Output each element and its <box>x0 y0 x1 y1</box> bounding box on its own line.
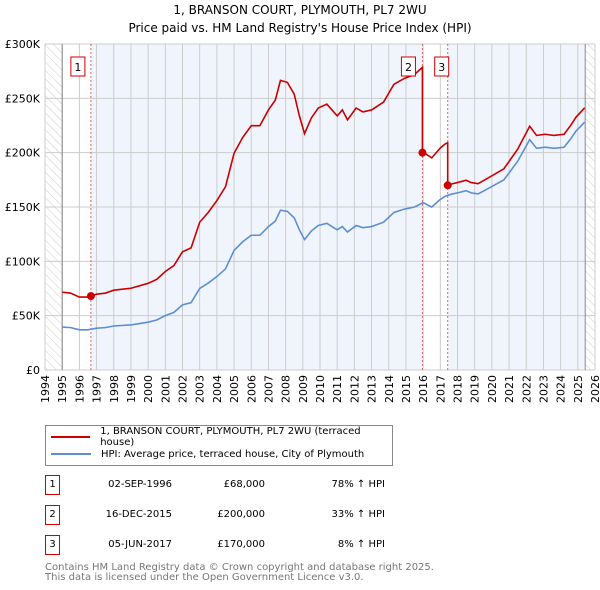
sale-number: 1 <box>45 475 60 495</box>
hpi-line <box>62 121 586 331</box>
x-tick-label: 2023 <box>537 375 550 403</box>
sale-label: 1 <box>74 61 81 74</box>
x-tick-label: 2011 <box>331 375 344 403</box>
x-tick-label: 1998 <box>108 375 121 403</box>
y-tick-label: £50K <box>12 310 41 323</box>
legend-item-property: 1, BRANSON COURT, PLYMOUTH, PL7 2WU (ter… <box>46 426 392 448</box>
x-tick-label: 1999 <box>125 375 138 403</box>
sale-label-box <box>434 56 450 77</box>
x-tick-label: 1997 <box>91 375 104 403</box>
y-tick-label: £300K <box>5 38 41 51</box>
legend-item-hpi: HPI: Average price, terraced house, City… <box>46 446 364 462</box>
x-tick-label: 1996 <box>73 375 86 403</box>
footer-copyright: Contains HM Land Registry data © Crown c… <box>45 562 434 573</box>
sale-price: £68,000 <box>223 479 265 490</box>
x-tick-label: 1995 <box>56 375 69 403</box>
x-tick-label: 2007 <box>262 375 275 403</box>
x-tick-label: 1994 <box>39 375 52 403</box>
x-tick-label: 2006 <box>245 375 258 403</box>
sale-hpi-diff: 8% ↑ HPI <box>337 539 385 550</box>
x-tick-label: 2025 <box>572 375 585 403</box>
sale-hpi-diff: 78% ↑ HPI <box>331 479 385 490</box>
legend-swatch-red <box>51 436 91 438</box>
property-price-line <box>62 65 586 298</box>
sale-point <box>86 292 95 301</box>
x-tick-label: 2022 <box>520 375 533 403</box>
y-tick-label: £250K <box>5 92 41 105</box>
price-chart: 1, BRANSON COURT, PLYMOUTH, PL7 2WU Pric… <box>5 3 600 403</box>
x-tick-label: 2014 <box>383 375 396 403</box>
sale-point <box>418 148 427 157</box>
x-tick-label: 2000 <box>142 375 155 403</box>
x-tick-label: 2012 <box>348 375 361 403</box>
sale-price: £200,000 <box>217 509 265 520</box>
x-tick-label: 2021 <box>503 375 516 403</box>
x-tick-label: 2008 <box>280 375 293 403</box>
x-tick-label: 2020 <box>486 375 499 403</box>
x-tick-label: 2024 <box>555 375 568 403</box>
sale-date: 02-SEP-1996 <box>108 479 172 490</box>
x-tick-label: 2016 <box>417 375 430 403</box>
x-tick-label: 2015 <box>400 375 413 403</box>
x-tick-label: 2002 <box>177 375 190 403</box>
sale-label-box <box>400 56 416 77</box>
x-tick-label: 2013 <box>366 375 379 403</box>
y-tick-label: £0 <box>26 364 40 377</box>
x-tick-label: 2017 <box>434 375 447 403</box>
x-tick-label: 2019 <box>469 375 482 403</box>
sale-number: 2 <box>45 505 60 525</box>
x-tick-label: 2026 <box>589 375 600 403</box>
sale-date: 05-JUN-2017 <box>108 539 172 550</box>
legend-swatch-blue <box>51 453 91 455</box>
y-tick-label: £150K <box>5 201 41 214</box>
legend: 1, BRANSON COURT, PLYMOUTH, PL7 2WU (ter… <box>45 425 393 466</box>
chart-title: 1, BRANSON COURT, PLYMOUTH, PL7 2WU <box>173 3 426 17</box>
x-tick-label: 2003 <box>194 375 207 403</box>
legend-label: 1, BRANSON COURT, PLYMOUTH, PL7 2WU (ter… <box>100 426 361 448</box>
sale-point <box>443 181 452 190</box>
x-tick-label: 2004 <box>211 375 224 403</box>
x-tick-label: 2009 <box>297 375 310 403</box>
x-tick-label: 2010 <box>314 375 327 403</box>
chart-subtitle: Price paid vs. HM Land Registry's House … <box>128 21 471 35</box>
x-tick-label: 2018 <box>452 375 465 403</box>
sale-price: £170,000 <box>217 539 265 550</box>
legend-label: HPI: Average price, terraced house, City… <box>101 448 365 460</box>
footer: Contains HM Land Registry data © Crown c… <box>45 563 434 583</box>
sale-label: 2 <box>405 61 412 74</box>
sale-number: 3 <box>45 535 60 555</box>
x-tick-label: 2005 <box>228 375 241 403</box>
y-tick-label: £100K <box>5 255 41 268</box>
sale-label: 3 <box>438 61 445 74</box>
sale-label-box <box>70 56 86 77</box>
footer-licence: This data is licensed under the Open Gov… <box>45 572 364 583</box>
x-tick-label: 2001 <box>159 375 172 403</box>
sale-date: 16-DEC-2015 <box>105 509 172 520</box>
y-tick-label: £200K <box>5 147 41 160</box>
sale-hpi-diff: 33% ↑ HPI <box>331 509 385 520</box>
